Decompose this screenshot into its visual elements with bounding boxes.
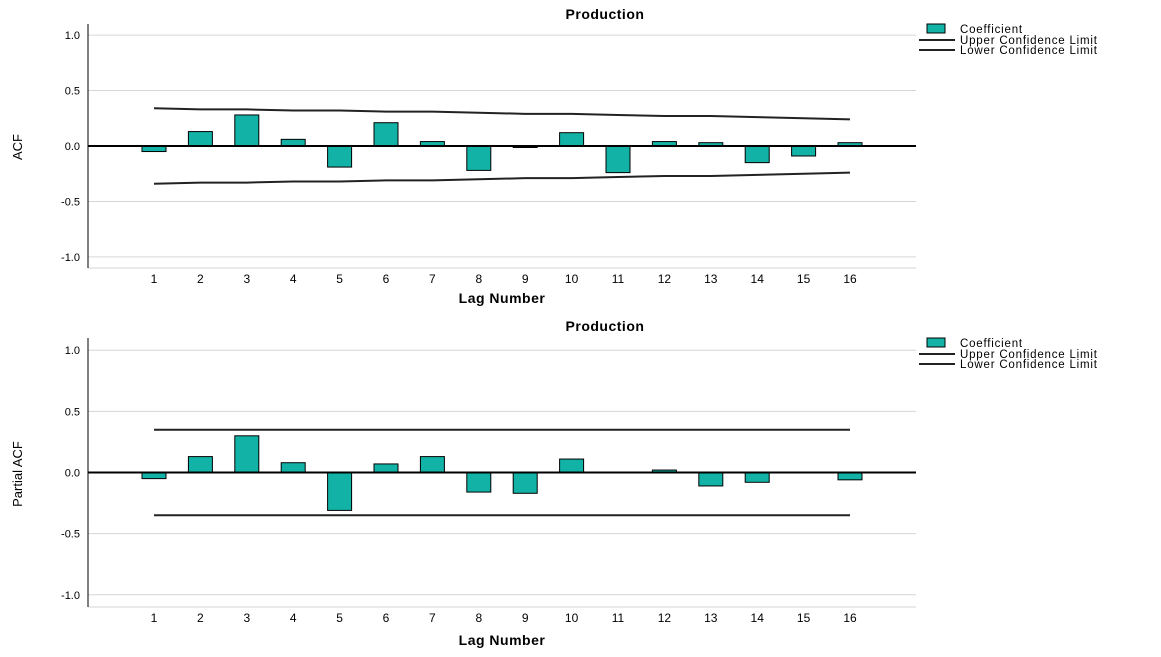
pacf-x-tick-label: 9 [522,611,529,625]
pacf-x-axis-label: Lag Number [459,632,546,648]
acf-bar-lag-6 [373,122,399,147]
pacf-axes [87,338,916,607]
acf-x-tick-label: 9 [522,272,529,286]
pacf-x-tick-label: 8 [475,611,482,625]
acf-lower-confidence-line [153,171,851,185]
acf-chart-title: Production [566,6,645,22]
pacf-bar-lag-4 [280,462,306,473]
acf-x-tick-label: 5 [336,272,343,286]
pacf-y-tick-label: 1.0 [65,345,80,357]
pacf-x-ticks: 1 2 3 4 5 6 7 8 9 10 11 12 13 14 15 16 [151,611,857,625]
pacf-bars [141,435,863,511]
pacf-y-tick-label: 0.5 [65,406,80,418]
acf-bars [141,114,863,174]
pacf-gridlines [88,349,916,608]
pacf-legend: Coefficient Upper Confidence Limit Lower… [919,337,1098,371]
pacf-bar-lag-13 [698,472,724,487]
pacf-legend-coefficient-label: Coefficient [960,338,1023,350]
acf-bar-lag-3 [234,114,260,147]
acf-x-tick-label: 3 [243,272,250,286]
pacf-legend-upper-label: Upper Confidence Limit [960,349,1098,361]
acf-x-tick-label: 2 [197,272,204,286]
acf-legend-coefficient-swatch [926,23,946,34]
pacf-y-tick-label: -0.5 [61,529,80,541]
pacf-x-tick-label: 13 [704,611,718,625]
pacf-x-tick-label: 1 [151,611,158,625]
pacf-legend-lower-label: Lower Confidence Limit [960,359,1098,371]
acf-x-tick-label: 16 [843,272,857,286]
pacf-panel: Production 1.00.50.0-0.5-1.0 1 2 3 4 5 6 7 8 9 10… [10,318,1098,648]
acf-y-tick-label: -0.5 [61,196,80,208]
acf-x-tick-label: 4 [290,272,297,286]
pacf-y-axis-label: Partial ACF [10,441,25,507]
acf-bar-lag-15 [791,145,817,157]
pacf-x-tick-label: 14 [751,611,765,625]
acf-x-tick-label: 14 [751,272,765,286]
pacf-x-tick-label: 3 [243,611,250,625]
acf-y-tick-label: -1.0 [61,252,80,264]
acf-axes [87,24,916,268]
acf-x-tick-label: 11 [612,272,625,286]
acf-bar-lag-10 [559,132,585,147]
pacf-bar-lag-8 [466,472,492,493]
pacf-bar-lag-9 [512,472,538,494]
acf-bar-lag-5 [327,145,353,168]
pacf-bar-lag-7 [419,456,445,474]
acf-x-tick-label: 13 [704,272,718,286]
acf-upper-confidence-line [153,107,851,121]
pacf-x-tick-label: 10 [565,611,579,625]
pacf-x-tick-label: 5 [336,611,343,625]
pacf-x-tick-label: 4 [290,611,297,625]
acf-bar-lag-11 [605,145,631,174]
pacf-x-tick-label: 12 [658,611,672,625]
acf-y-axis-label: ACF [10,134,25,160]
acf-x-tick-label: 7 [429,272,436,286]
acf-x-tick-label: 10 [565,272,579,286]
pacf-x-tick-label: 16 [843,611,857,625]
pacf-x-tick-label: 7 [429,611,436,625]
pacf-confidence-limits [154,428,850,517]
pacf-chart-title: Production [566,318,645,334]
pacf-legend-coefficient-swatch [926,337,946,348]
acf-confidence-limits [153,107,851,185]
pacf-bar-lag-10 [559,458,585,473]
acf-y-tick-label: 0.0 [65,141,80,153]
pacf-bar-lag-14 [744,472,770,483]
acf-y-tick-label: 1.0 [65,30,80,42]
acf-legend-lower-label: Lower Confidence Limit [960,45,1098,57]
acf-panel: Production 1.00.50.0-0.5-1.0 1 2 3 4 5 6 7 8 9 10… [10,6,1098,306]
pacf-bar-lag-3 [234,435,260,473]
pacf-x-tick-label: 6 [383,611,390,625]
pacf-bar-lag-5 [327,472,353,511]
pacf-x-tick-label: 15 [797,611,811,625]
acf-x-tick-label: 12 [658,272,672,286]
acf-gridlines [88,34,916,269]
pacf-y-tick-label: -1.0 [61,590,80,602]
acf-x-tick-label: 1 [151,272,158,286]
acf-bar-lag-14 [744,145,770,164]
acf-x-axis-label: Lag Number [459,290,546,306]
acf-legend-upper-label: Upper Confidence Limit [960,35,1098,47]
acf-legend-coefficient-label: Coefficient [960,24,1023,36]
acf-legend: Coefficient Upper Confidence Limit Lower… [919,23,1098,57]
acf-x-tick-label: 15 [797,272,811,286]
pacf-bar-lag-16 [837,472,863,481]
acf-x-ticks: 1 2 3 4 5 6 7 8 9 10 11 12 13 14 15 16 [151,272,857,286]
acf-bar-lag-8 [466,145,492,171]
acf-y-tick-label: 0.5 [65,86,80,98]
acf-y-ticks: 1.0 0.5 0.0 -0.5 -1.0 [61,30,80,264]
pacf-y-tick-label: 0.0 [65,468,80,480]
pacf-x-tick-label: 2 [197,611,204,625]
pacf-y-ticks: 1.0 0.5 0.0 -0.5 -1.0 [61,345,80,602]
pacf-bar-lag-2 [187,456,213,474]
pacf-x-tick-label: 11 [612,611,625,625]
acf-x-tick-label: 6 [383,272,390,286]
pacf-bar-lag-6 [373,463,399,474]
acf-x-tick-label: 8 [475,272,482,286]
acf-bar-lag-2 [187,131,213,147]
